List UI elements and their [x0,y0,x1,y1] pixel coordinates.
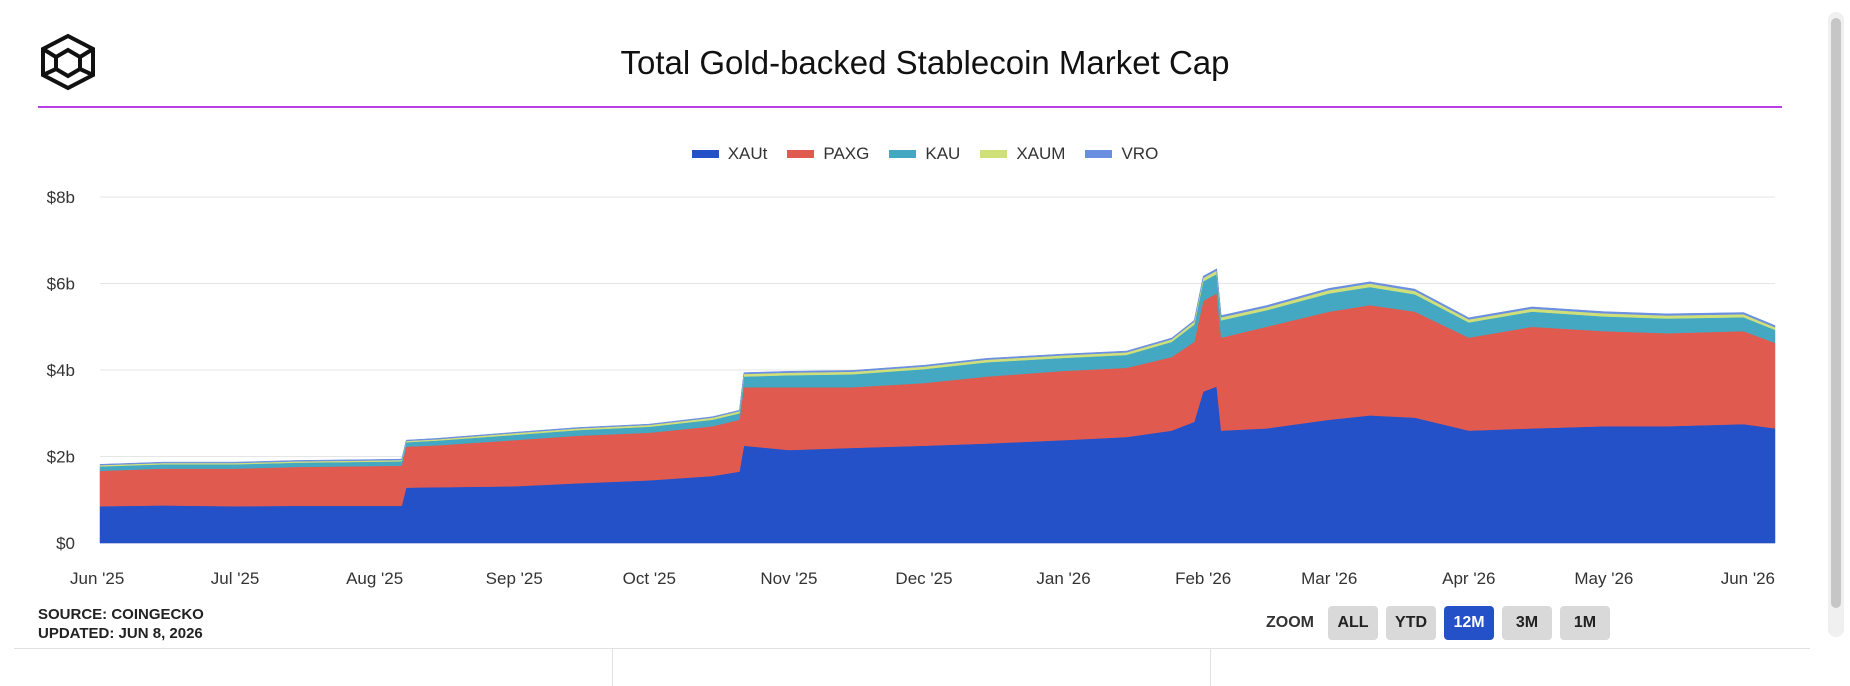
x-tick-label: Apr '26 [1442,569,1495,588]
x-tick-label: Feb '26 [1175,569,1231,588]
legend-swatch [787,150,815,158]
x-tick-label: Jun '26 [1721,569,1775,588]
x-tick-label: Dec '25 [895,569,952,588]
x-tick-label: Jun '25 [70,569,124,588]
y-tick-label: $0 [56,534,75,553]
x-tick-label: May '26 [1574,569,1633,588]
legend-item-xaum[interactable]: XAUM [980,144,1065,164]
source-note: SOURCE: COINGECKO UPDATED: JUN 8, 2026 [38,605,204,643]
y-tick-label: $4b [47,361,75,380]
legend-label: XAUt [727,144,768,163]
panel-divider [1210,649,1211,686]
zoom-all-button[interactable]: ALL [1328,606,1378,640]
updated-text: UPDATED: JUN 8, 2026 [38,625,203,642]
legend-label: PAXG [823,144,870,163]
title-divider [38,106,1782,108]
y-tick-label: $2b [47,448,75,467]
x-tick-label: Sep '25 [486,569,543,588]
legend-label: XAUM [1016,144,1066,163]
legend-swatch [1085,150,1113,158]
scrollbar-thumb[interactable] [1831,18,1841,608]
x-tick-label: Nov '25 [760,569,817,588]
zoom-12m-button[interactable]: 12M [1444,606,1494,640]
panel-divider [612,649,613,686]
bottom-divider [14,648,1810,649]
y-tick-label: $6b [47,275,75,294]
legend-label: VRO [1121,144,1159,163]
area-series-vro [99,268,1776,466]
source-text: SOURCE: COINGECKO [38,606,204,623]
chart-title: Total Gold-backed Stablecoin Market Cap [620,44,1230,81]
x-tick-label: Jan '26 [1036,569,1090,588]
legend-swatch [980,150,1008,158]
legend-label: KAU [925,144,961,163]
zoom-label: ZOOM [1266,614,1314,631]
logo-icon [41,33,95,91]
zoom-controls: ZOOM ALL YTD 12M 3M 1M [1266,606,1610,640]
chart-card: Total Gold-backed Stablecoin Market Cap … [14,33,1810,686]
x-tick-label: Mar '26 [1301,569,1357,588]
legend-item-vro[interactable]: VRO [1085,144,1158,164]
x-tick-label: Oct '25 [623,569,676,588]
y-tick-label: $8b [47,188,75,207]
zoom-3m-button[interactable]: 3M [1502,606,1552,640]
zoom-ytd-button[interactable]: YTD [1386,606,1436,640]
legend-swatch [889,150,917,158]
x-tick-label: Jul '25 [211,569,260,588]
chart-legend: XAUt PAXG KAU XAUM VRO [0,144,1850,164]
legend-item-kau[interactable]: KAU [889,144,960,164]
legend-swatch [691,150,719,158]
legend-item-paxg[interactable]: PAXG [787,144,869,164]
x-tick-label: Aug '25 [346,569,403,588]
stacked-area-chart: $0 $2b $4b $6b $8b Jun '25 Jul '25 Aug '25 Sep '… [47,188,1776,588]
page-scrollbar[interactable] [1828,12,1844,637]
legend-item-xaut[interactable]: XAUt [691,144,768,164]
zoom-1m-button[interactable]: 1M [1560,606,1610,640]
